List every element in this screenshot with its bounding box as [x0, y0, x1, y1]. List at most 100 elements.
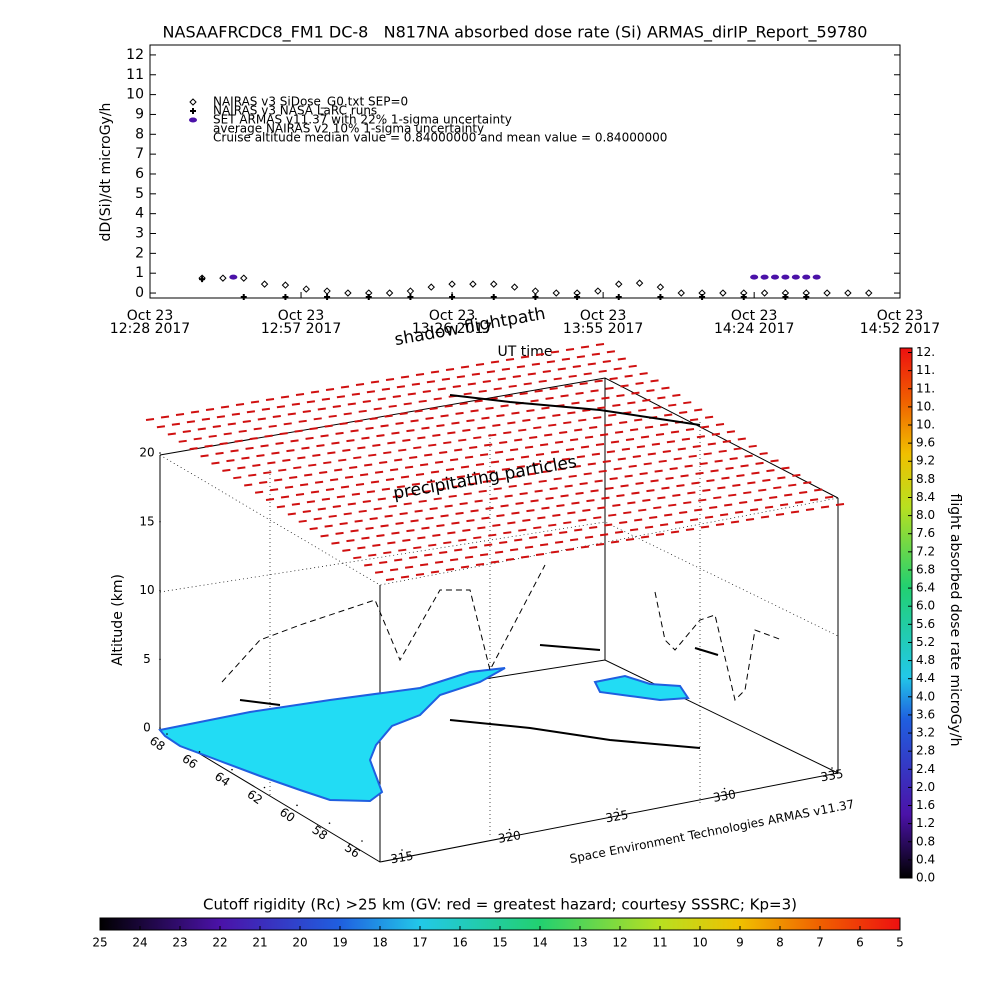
particle-dash	[484, 443, 493, 447]
particle-dash	[426, 480, 436, 484]
particle-dash	[519, 492, 528, 496]
particle-dash	[475, 463, 485, 466]
particle-dash	[571, 401, 580, 405]
particle-dash	[679, 410, 688, 414]
particle-dash	[569, 538, 579, 542]
x-tick-label: Oct 23	[731, 308, 777, 324]
colorbar-tick-label: 9.6	[916, 436, 935, 450]
particle-dash	[561, 457, 571, 461]
particle-dash	[309, 427, 318, 431]
marker	[448, 280, 456, 288]
particle-dash	[628, 464, 637, 468]
particle-dash	[226, 459, 235, 463]
particle-dash	[773, 486, 782, 490]
particle-dash	[706, 479, 715, 483]
particle-dash	[276, 505, 286, 509]
particle-dash	[332, 505, 341, 509]
particle-dash	[369, 417, 378, 421]
box-3d	[159, 377, 839, 863]
particle-dash	[428, 543, 437, 547]
particle-dash	[439, 450, 448, 454]
particle-dash	[769, 495, 778, 499]
particle-dash	[469, 545, 478, 549]
particle-dash	[514, 538, 523, 542]
plot-3d	[145, 343, 845, 863]
colorbar-tick-label: 5.2	[916, 635, 935, 649]
particle-dash	[493, 387, 502, 391]
colorbar-tick-label: 4.4	[916, 671, 935, 685]
particle-dash	[497, 477, 506, 481]
marker	[189, 117, 197, 123]
particle-dash	[533, 526, 542, 530]
particle-dash	[324, 424, 333, 428]
particle-dash	[704, 515, 714, 519]
colorbar-tick-label: 0.0	[916, 871, 935, 885]
particle-dash	[414, 409, 423, 413]
particle-dash	[484, 543, 493, 547]
particle-dash	[560, 394, 569, 398]
particle-dash	[527, 472, 536, 476]
particle-dash	[523, 482, 532, 486]
x-tick-label: 14:24 2017	[714, 321, 794, 337]
particle-dash	[814, 488, 823, 492]
particle-dash	[283, 422, 292, 426]
particle-dash	[564, 484, 573, 488]
particle-dash	[824, 495, 834, 499]
particle-dash	[351, 392, 361, 396]
chart-title: NASAAFRCDC8_FM1 DC-8 N817NA absorbed dos…	[163, 23, 868, 43]
particle-dash	[388, 504, 397, 508]
particle-dash	[759, 452, 768, 456]
particle-dash	[314, 480, 324, 484]
particle-dash	[452, 485, 461, 489]
particle-dash	[436, 424, 445, 428]
particle-dash	[602, 460, 611, 464]
particle-dash	[624, 374, 633, 378]
particle-dash	[754, 498, 763, 502]
particle-dash	[541, 506, 550, 510]
particle-dash	[609, 477, 618, 481]
particle-dash	[505, 458, 515, 461]
marker	[190, 108, 196, 114]
particle-dash	[579, 382, 588, 386]
particle-dash	[404, 565, 414, 569]
colorbar-tick-label: 8.4	[916, 490, 935, 504]
particle-dash	[268, 424, 277, 428]
particle-dash	[470, 509, 479, 513]
particle-dash	[215, 451, 224, 455]
particle-dash	[575, 391, 584, 395]
particle-dash	[167, 432, 176, 436]
particle-dash	[835, 503, 845, 506]
particle-dash	[485, 506, 494, 510]
particle-dash	[755, 461, 764, 465]
particle-dash	[320, 434, 329, 438]
lat-tick	[263, 786, 266, 789]
particle-dash	[407, 392, 416, 396]
particle-dash	[321, 397, 331, 401]
particle-dash	[295, 393, 305, 396]
particle-dash	[297, 456, 306, 460]
marker	[302, 285, 310, 293]
particle-dash	[713, 496, 722, 500]
particle-dash	[372, 443, 381, 447]
particle-dash	[478, 389, 487, 393]
particle-dash	[462, 428, 471, 432]
lat-tick	[328, 822, 331, 824]
particle-dash	[449, 458, 459, 462]
particle-dash	[418, 499, 427, 503]
particle-dash	[463, 392, 472, 396]
marker	[719, 289, 727, 297]
particle-dash	[571, 501, 580, 505]
particle-dash	[482, 480, 491, 484]
marker	[677, 289, 685, 297]
particle-dash	[501, 467, 511, 471]
marker	[594, 287, 602, 295]
particle-dash	[586, 499, 595, 503]
particle-dash	[582, 508, 591, 512]
particle-dash	[627, 401, 636, 405]
z-tick	[159, 520, 161, 523]
particle-dash	[590, 389, 599, 393]
particle-dash	[396, 385, 406, 389]
particle-dash	[403, 502, 412, 506]
particle-dash	[182, 430, 191, 434]
particle-dash	[145, 418, 155, 421]
